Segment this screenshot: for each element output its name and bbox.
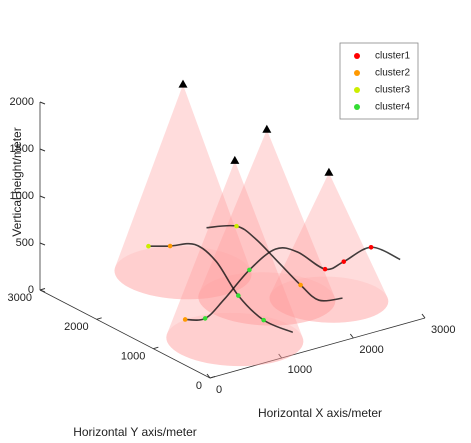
legend-marker <box>354 87 360 93</box>
legend-label: cluster2 <box>375 68 410 79</box>
x-tick-label: 2000 <box>359 344 383 356</box>
z-axis-title: Vertical height/meter <box>10 127 24 236</box>
z-tick-label: 500 <box>16 237 34 249</box>
legend-marker <box>354 104 360 110</box>
trajectory <box>185 246 401 321</box>
x-tick-label: 0 <box>216 384 222 396</box>
cone-base <box>166 312 304 367</box>
z-tick <box>39 148 46 152</box>
uav-marker <box>178 79 188 88</box>
z-tick <box>39 101 46 105</box>
y-tick <box>153 346 159 350</box>
uav-marker <box>324 167 334 176</box>
z-tick-label: 0 <box>28 284 34 296</box>
x-tick <box>421 313 426 319</box>
y-tick-label: 1000 <box>121 351 145 363</box>
cluster-point <box>234 223 239 229</box>
legend-marker <box>354 70 360 76</box>
cluster-point <box>167 243 173 249</box>
cluster-point <box>236 293 241 298</box>
z-tick <box>39 195 46 199</box>
z-tick-label: 1000 <box>10 190 34 202</box>
z-tick <box>39 289 46 293</box>
y-tick <box>96 317 102 320</box>
x-tick-label: 3000 <box>431 324 455 336</box>
cluster-point <box>261 317 266 323</box>
x-axis-title: Horizontal X axis/meter <box>258 406 382 420</box>
y-tick-label: 3000 <box>8 292 32 304</box>
y-tick <box>39 288 46 291</box>
x-tick <box>278 353 283 359</box>
coverage-cone <box>198 129 336 326</box>
uav-marker <box>230 155 240 164</box>
y-tick-label: 0 <box>196 380 202 392</box>
cluster-point <box>322 266 328 272</box>
legend-label: cluster3 <box>375 85 410 96</box>
cluster-point <box>247 267 252 273</box>
uav-marker <box>262 124 272 133</box>
cluster-point <box>202 316 208 321</box>
y-axis-title: Horizontal Y axis/meter <box>73 425 197 439</box>
cluster-point <box>341 259 347 264</box>
cluster-point <box>368 244 374 250</box>
y-axis <box>39 289 211 379</box>
z-tick-label: 2000 <box>10 96 34 108</box>
cluster-point <box>146 243 151 249</box>
x-axis <box>209 317 426 379</box>
legend-label: cluster1 <box>375 51 410 62</box>
cone-base <box>114 246 252 300</box>
z-tick-label: 1500 <box>10 143 34 155</box>
z-tick <box>39 242 46 246</box>
y-tick-label: 2000 <box>64 321 88 333</box>
x-tick-label: 1000 <box>288 364 312 376</box>
cluster-point <box>298 282 303 288</box>
coverage-cone <box>166 160 304 367</box>
x-tick <box>349 333 354 339</box>
y-tick <box>209 376 216 379</box>
legend-marker <box>354 53 360 59</box>
cluster-point <box>182 317 188 322</box>
x-tick <box>206 373 211 379</box>
legend-box <box>339 42 419 120</box>
legend-label: cluster4 <box>375 102 410 113</box>
